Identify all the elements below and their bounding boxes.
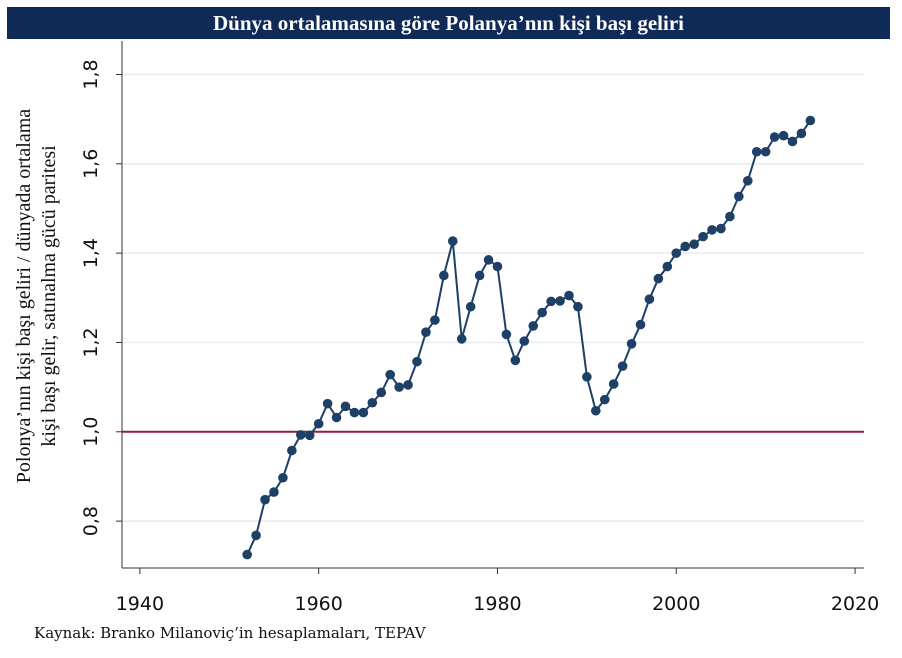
- data-point: [430, 315, 440, 325]
- data-point: [742, 175, 753, 186]
- y-axis-label-line-1: Polonya’nın kişi başı geliri / dünyada o…: [13, 109, 35, 483]
- x-tick-label: 1940: [116, 593, 164, 615]
- data-point: [474, 270, 485, 281]
- data-point: [251, 530, 261, 541]
- data-point: [510, 355, 521, 366]
- chart-title: Dünya ortalamasına göre Polanya’nın kişi…: [7, 7, 890, 39]
- data-point: [653, 273, 664, 284]
- data-point: [403, 380, 413, 390]
- data-point: [456, 334, 467, 344]
- data-point: [331, 412, 342, 423]
- data-point: [644, 294, 655, 304]
- data-point: [760, 146, 771, 157]
- data-point: [340, 401, 351, 412]
- data-point: [555, 296, 565, 306]
- data-point: [662, 261, 673, 272]
- y-ticks: 0,8 1,0 1,2 1,4 1,6 1,8: [80, 59, 122, 536]
- x-tick-label: 1980: [473, 593, 521, 615]
- data-point: [358, 407, 369, 418]
- data-point: [367, 397, 378, 408]
- data-point: [349, 407, 360, 418]
- data-point: [599, 394, 610, 405]
- data-point: [447, 236, 458, 246]
- data-point: [421, 327, 431, 337]
- data-point: [376, 387, 387, 398]
- data-point: [608, 379, 619, 389]
- data-point: [617, 361, 628, 371]
- y-tick-label: 1,8: [80, 59, 102, 89]
- y-tick-label: 1,0: [80, 417, 102, 447]
- data-point: [626, 339, 637, 349]
- data-point: [573, 301, 583, 312]
- series-group: [242, 115, 816, 560]
- data-point: [591, 405, 601, 416]
- data-point: [635, 319, 646, 330]
- data-point: [796, 128, 807, 139]
- data-point: [734, 191, 744, 202]
- data-point: [537, 307, 547, 318]
- gridlines: [122, 73, 864, 522]
- data-point: [260, 494, 270, 505]
- data-point: [519, 336, 530, 346]
- data-point: [322, 398, 333, 409]
- data-point: [242, 549, 252, 560]
- data-point: [707, 225, 717, 235]
- x-tick-label: 1960: [294, 593, 342, 615]
- data-point: [385, 369, 395, 380]
- data-point: [689, 239, 699, 250]
- source-note: Kaynak: Branko Milanoviç’in hesaplamalar…: [34, 624, 426, 642]
- data-point: [564, 290, 574, 301]
- data-point: [394, 382, 404, 392]
- data-point: [492, 261, 503, 272]
- data-point: [439, 270, 449, 281]
- y-tick-label: 1,4: [80, 238, 102, 268]
- data-point: [787, 136, 798, 147]
- data-point: [412, 356, 422, 367]
- plot-background: [122, 41, 864, 568]
- data-point: [680, 241, 691, 252]
- data-point: [269, 487, 279, 497]
- data-point: [304, 430, 315, 441]
- data-point: [769, 132, 780, 142]
- data-point: [778, 130, 789, 141]
- data-point: [716, 223, 726, 234]
- axes: [121, 41, 864, 569]
- data-point: [313, 418, 324, 429]
- x-tick-label: 2020: [831, 593, 879, 615]
- y-tick-label: 1,2: [80, 327, 102, 357]
- data-point: [805, 115, 816, 126]
- y-tick-label: 0,8: [80, 506, 102, 536]
- data-point: [698, 231, 708, 242]
- data-point: [465, 301, 476, 312]
- data-point: [528, 321, 539, 331]
- data-point: [725, 211, 735, 222]
- data-point: [671, 248, 682, 258]
- data-point: [751, 146, 762, 157]
- data-point: [501, 329, 512, 340]
- data-point: [287, 445, 297, 456]
- data-point: [582, 372, 592, 382]
- data-point: [278, 472, 288, 483]
- data-point: [483, 255, 494, 265]
- x-ticks: 1940 1960 1980 2000 2020: [116, 568, 879, 615]
- x-tick-label: 2000: [652, 593, 700, 615]
- y-axis-label-line-2: kişi başı gelir, satınalma gücü paritesi: [38, 145, 60, 447]
- data-point: [295, 430, 306, 440]
- data-point: [546, 296, 556, 307]
- y-tick-label: 1,6: [80, 149, 102, 179]
